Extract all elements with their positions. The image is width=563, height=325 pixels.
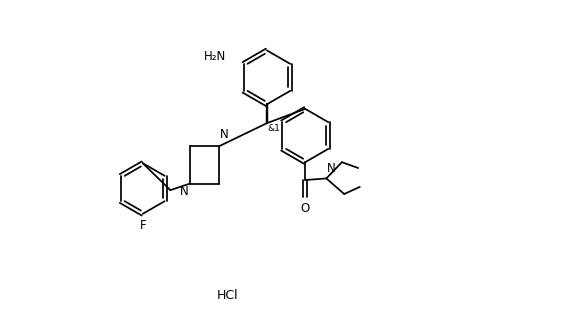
Text: F: F [140, 219, 146, 232]
Text: N: N [180, 185, 189, 198]
Text: HCl: HCl [217, 289, 239, 302]
Text: O: O [301, 202, 310, 215]
Text: N: N [220, 128, 229, 141]
Text: N: N [327, 162, 336, 175]
Text: &1: &1 [268, 124, 281, 133]
Text: H₂N: H₂N [204, 50, 227, 63]
